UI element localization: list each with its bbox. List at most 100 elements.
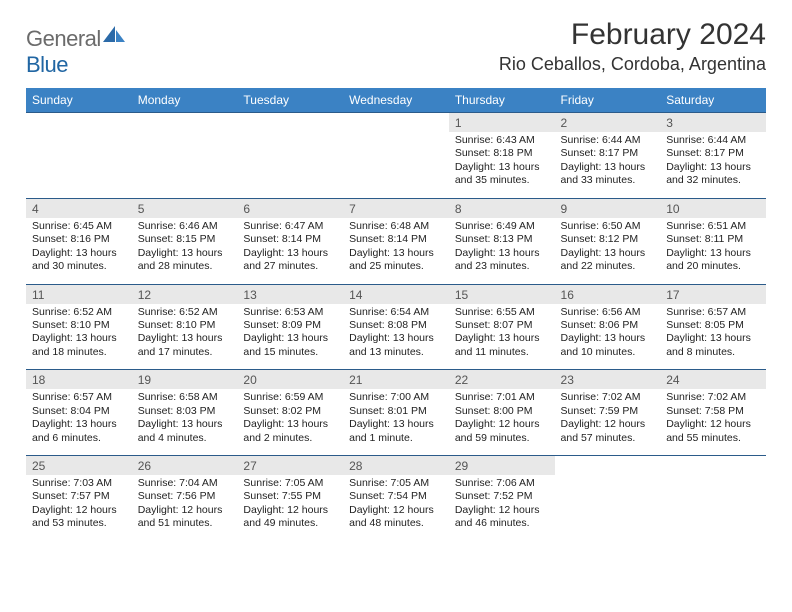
- day-detail: Sunrise: 7:03 AMSunset: 7:57 PMDaylight:…: [26, 475, 132, 541]
- day-detail-row: Sunrise: 7:03 AMSunset: 7:57 PMDaylight:…: [26, 475, 766, 541]
- day-number: 7: [343, 198, 449, 218]
- sunrise-text: Sunrise: 7:02 AM: [666, 391, 760, 404]
- sunrise-text: Sunrise: 7:05 AM: [243, 477, 337, 490]
- day-detail: Sunrise: 6:57 AMSunset: 8:04 PMDaylight:…: [26, 389, 132, 455]
- sunset-text: Sunset: 8:14 PM: [243, 233, 337, 246]
- daylight-text: Daylight: 13 hours and 32 minutes.: [666, 161, 760, 188]
- day-number: 9: [555, 198, 661, 218]
- logo-word-1: General: [26, 26, 101, 51]
- day-detail: Sunrise: 6:47 AMSunset: 8:14 PMDaylight:…: [237, 218, 343, 284]
- day-number: 26: [132, 456, 238, 476]
- sunrise-text: Sunrise: 6:53 AM: [243, 306, 337, 319]
- daylight-text: Daylight: 12 hours and 51 minutes.: [138, 504, 232, 531]
- day-detail: Sunrise: 6:52 AMSunset: 8:10 PMDaylight:…: [132, 304, 238, 370]
- empty-cell: [343, 113, 449, 133]
- sunset-text: Sunset: 8:01 PM: [349, 405, 443, 418]
- sunset-text: Sunset: 7:54 PM: [349, 490, 443, 503]
- page-header: General Blue February 2024 Rio Ceballos,…: [26, 18, 766, 78]
- day-number: 27: [237, 456, 343, 476]
- daylight-text: Daylight: 12 hours and 48 minutes.: [349, 504, 443, 531]
- sunrise-text: Sunrise: 7:05 AM: [349, 477, 443, 490]
- daylight-text: Daylight: 12 hours and 53 minutes.: [32, 504, 126, 531]
- day-detail: Sunrise: 7:05 AMSunset: 7:55 PMDaylight:…: [237, 475, 343, 541]
- day-detail: Sunrise: 7:04 AMSunset: 7:56 PMDaylight:…: [132, 475, 238, 541]
- month-title: February 2024: [499, 18, 766, 52]
- sunset-text: Sunset: 7:59 PM: [561, 405, 655, 418]
- day-number: 10: [660, 198, 766, 218]
- title-block: February 2024 Rio Ceballos, Cordoba, Arg…: [499, 18, 766, 75]
- daylight-text: Daylight: 12 hours and 57 minutes.: [561, 418, 655, 445]
- sunset-text: Sunset: 8:09 PM: [243, 319, 337, 332]
- day-number-row: 11121314151617: [26, 284, 766, 304]
- day-number: 24: [660, 370, 766, 390]
- day-number: 6: [237, 198, 343, 218]
- day-number: 17: [660, 284, 766, 304]
- day-detail-row: Sunrise: 6:43 AMSunset: 8:18 PMDaylight:…: [26, 132, 766, 198]
- day-number: 4: [26, 198, 132, 218]
- sunset-text: Sunset: 8:18 PM: [455, 147, 549, 160]
- empty-cell: [343, 132, 449, 198]
- sunset-text: Sunset: 8:17 PM: [561, 147, 655, 160]
- sunset-text: Sunset: 8:17 PM: [666, 147, 760, 160]
- day-number: 3: [660, 113, 766, 133]
- day-header: Tuesday: [237, 88, 343, 113]
- empty-cell: [660, 456, 766, 476]
- logo-text: General Blue: [26, 24, 127, 78]
- day-detail-row: Sunrise: 6:45 AMSunset: 8:16 PMDaylight:…: [26, 218, 766, 284]
- sunset-text: Sunset: 8:11 PM: [666, 233, 760, 246]
- day-detail: Sunrise: 6:55 AMSunset: 8:07 PMDaylight:…: [449, 304, 555, 370]
- sunrise-text: Sunrise: 6:52 AM: [32, 306, 126, 319]
- day-detail: Sunrise: 7:06 AMSunset: 7:52 PMDaylight:…: [449, 475, 555, 541]
- sunset-text: Sunset: 8:10 PM: [138, 319, 232, 332]
- day-detail: Sunrise: 6:50 AMSunset: 8:12 PMDaylight:…: [555, 218, 661, 284]
- daylight-text: Daylight: 13 hours and 28 minutes.: [138, 247, 232, 274]
- daylight-text: Daylight: 13 hours and 8 minutes.: [666, 332, 760, 359]
- daylight-text: Daylight: 13 hours and 11 minutes.: [455, 332, 549, 359]
- day-number: 22: [449, 370, 555, 390]
- day-detail: Sunrise: 6:43 AMSunset: 8:18 PMDaylight:…: [449, 132, 555, 198]
- day-detail: Sunrise: 6:53 AMSunset: 8:09 PMDaylight:…: [237, 304, 343, 370]
- sunrise-text: Sunrise: 6:52 AM: [138, 306, 232, 319]
- sunrise-text: Sunrise: 7:00 AM: [349, 391, 443, 404]
- day-number: 14: [343, 284, 449, 304]
- day-number-row: 45678910: [26, 198, 766, 218]
- day-number: 25: [26, 456, 132, 476]
- day-detail-row: Sunrise: 6:57 AMSunset: 8:04 PMDaylight:…: [26, 389, 766, 455]
- empty-cell: [660, 475, 766, 541]
- sunrise-text: Sunrise: 6:55 AM: [455, 306, 549, 319]
- day-detail: Sunrise: 7:05 AMSunset: 7:54 PMDaylight:…: [343, 475, 449, 541]
- daylight-text: Daylight: 13 hours and 20 minutes.: [666, 247, 760, 274]
- logo-sail-icon: [101, 24, 127, 46]
- day-detail: Sunrise: 7:00 AMSunset: 8:01 PMDaylight:…: [343, 389, 449, 455]
- sunset-text: Sunset: 8:15 PM: [138, 233, 232, 246]
- sunrise-text: Sunrise: 7:04 AM: [138, 477, 232, 490]
- day-number-row: 123: [26, 113, 766, 133]
- daylight-text: Daylight: 13 hours and 13 minutes.: [349, 332, 443, 359]
- day-detail: Sunrise: 6:45 AMSunset: 8:16 PMDaylight:…: [26, 218, 132, 284]
- day-header: Sunday: [26, 88, 132, 113]
- day-number: 29: [449, 456, 555, 476]
- sunrise-text: Sunrise: 6:57 AM: [32, 391, 126, 404]
- day-detail: Sunrise: 6:57 AMSunset: 8:05 PMDaylight:…: [660, 304, 766, 370]
- sunset-text: Sunset: 8:03 PM: [138, 405, 232, 418]
- day-detail: Sunrise: 7:02 AMSunset: 7:58 PMDaylight:…: [660, 389, 766, 455]
- sunrise-text: Sunrise: 6:47 AM: [243, 220, 337, 233]
- daylight-text: Daylight: 13 hours and 33 minutes.: [561, 161, 655, 188]
- sunrise-text: Sunrise: 6:54 AM: [349, 306, 443, 319]
- day-detail: Sunrise: 6:49 AMSunset: 8:13 PMDaylight:…: [449, 218, 555, 284]
- day-detail: Sunrise: 6:56 AMSunset: 8:06 PMDaylight:…: [555, 304, 661, 370]
- sunrise-text: Sunrise: 6:44 AM: [561, 134, 655, 147]
- day-detail: Sunrise: 7:02 AMSunset: 7:59 PMDaylight:…: [555, 389, 661, 455]
- daylight-text: Daylight: 13 hours and 30 minutes.: [32, 247, 126, 274]
- daylight-text: Daylight: 13 hours and 17 minutes.: [138, 332, 232, 359]
- calendar-body: SundayMondayTuesdayWednesdayThursdayFrid…: [26, 88, 766, 541]
- day-number-row: 2526272829: [26, 456, 766, 476]
- daylight-text: Daylight: 13 hours and 18 minutes.: [32, 332, 126, 359]
- sunrise-text: Sunrise: 6:46 AM: [138, 220, 232, 233]
- sunset-text: Sunset: 8:12 PM: [561, 233, 655, 246]
- sunrise-text: Sunrise: 6:49 AM: [455, 220, 549, 233]
- day-detail: Sunrise: 6:46 AMSunset: 8:15 PMDaylight:…: [132, 218, 238, 284]
- day-number: 15: [449, 284, 555, 304]
- logo: General Blue: [26, 18, 127, 78]
- calendar-table: SundayMondayTuesdayWednesdayThursdayFrid…: [26, 88, 766, 541]
